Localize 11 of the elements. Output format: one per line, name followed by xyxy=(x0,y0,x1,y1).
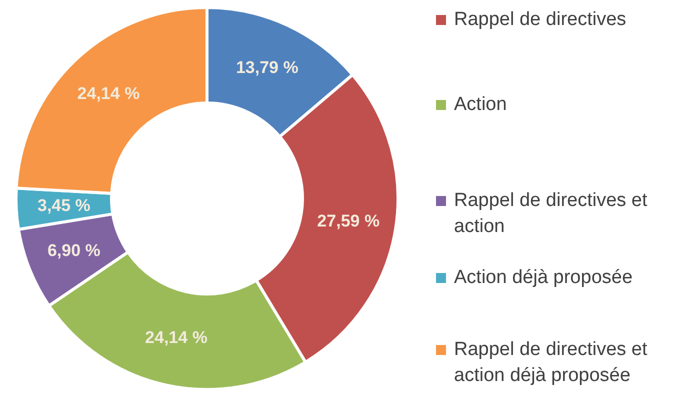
data-label: 27,59 % xyxy=(317,211,380,230)
data-label: 3,45 % xyxy=(37,196,90,215)
data-label: 24,14 % xyxy=(145,328,208,348)
legend-label: Rappel de directives et action déjà proposée xyxy=(454,338,648,388)
data-label: 6,90 % xyxy=(47,241,100,260)
legend-label: Rappel de directives xyxy=(454,8,626,32)
data-label: 13,79 % xyxy=(236,58,298,78)
data-label: 24,14 % xyxy=(77,84,140,104)
legend-label: Action xyxy=(454,93,507,117)
legend-label: Action déjà proposée xyxy=(454,266,633,290)
legend-label: Rappel de directives et action xyxy=(454,189,648,239)
